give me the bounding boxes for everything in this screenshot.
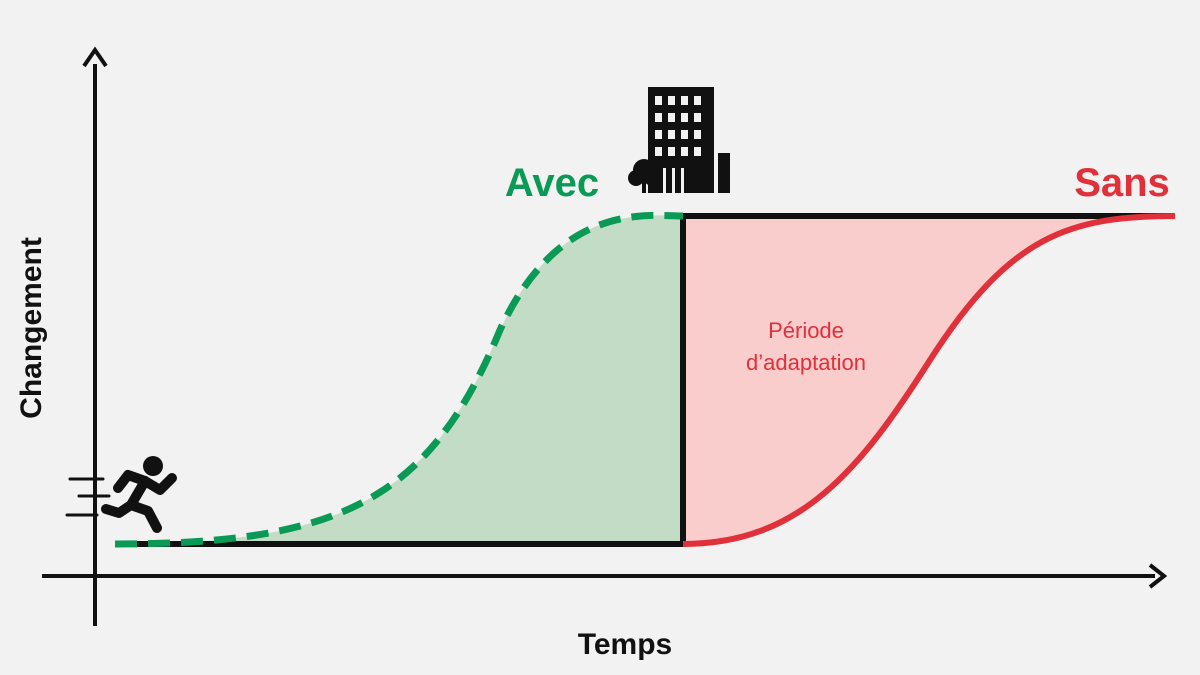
- without-label: Sans: [1074, 161, 1170, 205]
- period-label-line2: d’adaptation: [746, 350, 866, 375]
- x-axis: [42, 563, 1168, 589]
- x-axis-label: Temps: [578, 628, 672, 661]
- running-person-icon: [65, 456, 177, 533]
- y-axis-arrowhead: [82, 46, 108, 68]
- with-label: Avec: [505, 161, 599, 205]
- y-axis-label: Changement: [15, 237, 48, 419]
- adaptation-period-area: [683, 216, 1175, 544]
- office-building-icon: [648, 87, 730, 193]
- with-area: [115, 215, 683, 544]
- change-step-line: [115, 213, 1175, 547]
- period-label-line1: Période: [768, 318, 844, 343]
- y-axis: [82, 46, 108, 626]
- with-curve: [114, 211, 684, 548]
- x-axis-arrowhead: [1148, 563, 1168, 589]
- without-curve: [682, 213, 1176, 547]
- tree-icon: [628, 159, 660, 193]
